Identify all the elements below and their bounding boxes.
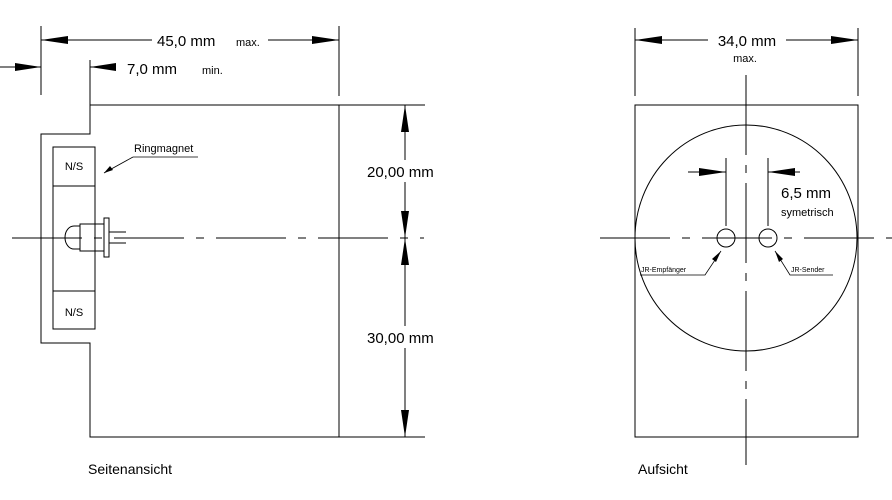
- receiver-label: JR-Empfänger: [641, 267, 687, 274]
- upper-arrow-top: [401, 105, 409, 132]
- side-width-value: 45,0 mm: [157, 33, 215, 50]
- diode-flange: [103, 217, 110, 258]
- lower-height-value: 30,00 mm: [367, 330, 434, 347]
- top-width-note: max.: [733, 53, 757, 65]
- side-view-title: Seitenansicht: [88, 461, 172, 477]
- spacing-value: 6,5 mm: [781, 185, 831, 202]
- offset-arrow-left: [15, 63, 41, 71]
- top-width-arrow-right: [831, 36, 858, 44]
- receiver-leader-arrow: [712, 251, 721, 262]
- upper-arrow-bottom: [401, 211, 409, 238]
- width-arrow-left: [41, 36, 68, 44]
- spacing-arrow-left: [699, 168, 726, 176]
- side-view: N/S N/S Ringmagnet 45,0 mm max.: [0, 26, 444, 477]
- sender-label: JR-Sender: [791, 267, 825, 274]
- top-view: 6,5 mm symetrisch JR-Empfänger JR-Sender…: [600, 28, 892, 477]
- pole-label-top: N/S: [65, 161, 83, 173]
- upper-label-bg: [364, 160, 444, 182]
- side-housing-outline: [40, 104, 340, 438]
- spacing-arrow-right: [768, 168, 795, 176]
- sender-leader-arrow: [775, 251, 783, 262]
- magnet-leader-arrow: [104, 166, 113, 173]
- lower-label-bg: [364, 326, 444, 348]
- side-width-note: max.: [236, 37, 260, 49]
- ir-sender-circle: [758, 228, 778, 248]
- upper-height-value: 20,00 mm: [367, 164, 434, 181]
- top-width-arrow-left: [635, 36, 662, 44]
- offset-arrow-right: [90, 63, 116, 71]
- lower-arrow-top: [401, 238, 409, 265]
- side-offset-value: 7,0 mm: [127, 61, 177, 78]
- top-view-title: Aufsicht: [638, 461, 688, 477]
- diode-dome: [64, 225, 81, 250]
- spacing-note: symetrisch: [781, 207, 834, 219]
- ir-receiver-circle: [716, 228, 736, 248]
- side-offset-note: min.: [202, 65, 223, 77]
- width-arrow-right: [312, 36, 339, 44]
- magnet-label: Ringmagnet: [134, 143, 193, 155]
- pole-label-bottom: N/S: [65, 307, 83, 319]
- top-width-value: 34,0 mm: [718, 33, 776, 50]
- lower-arrow-bottom: [401, 410, 409, 437]
